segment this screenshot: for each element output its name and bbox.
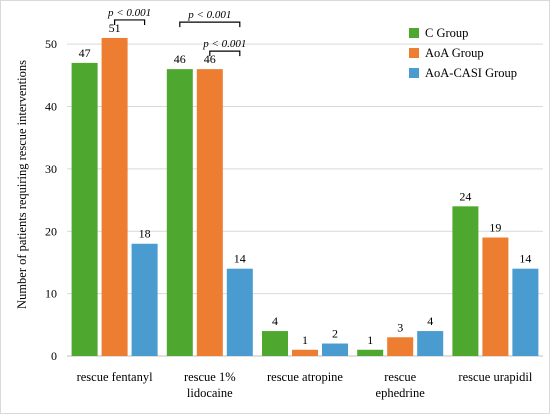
x-tick-label-line: lidocaine	[187, 386, 233, 400]
legend-swatch	[409, 28, 419, 38]
y-tick-label: 20	[45, 224, 57, 238]
significance-label: p < 0.001	[202, 38, 246, 50]
legend-label: AoA Group	[425, 46, 484, 60]
x-tick-label: rescue atropine	[267, 370, 343, 384]
y-tick-label: 0	[51, 349, 57, 363]
legend-label: C Group	[425, 26, 468, 40]
bar	[166, 69, 193, 357]
bar	[482, 237, 509, 356]
data-label: 4	[427, 314, 433, 328]
data-label: 47	[79, 46, 91, 60]
x-tick-label: rescue 1% lidocaine	[184, 370, 236, 400]
data-label: 4	[272, 314, 278, 328]
bar	[357, 349, 384, 356]
bar	[387, 337, 414, 356]
data-label: 18	[139, 227, 151, 241]
x-tick-label-line: rescue	[384, 370, 416, 384]
y-axis-label: Number of patients requiring rescue inte…	[15, 60, 29, 309]
y-tick-label: 40	[45, 100, 57, 114]
data-label: 2	[332, 327, 338, 341]
x-tick-label: rescue fentanyl	[77, 370, 154, 384]
data-label: 3	[397, 320, 403, 334]
bar	[292, 349, 318, 356]
data-label: 46	[174, 52, 186, 66]
y-tick-label: 50	[45, 37, 57, 51]
data-label: 14	[234, 252, 246, 266]
x-tick-label: rescue urapidil	[458, 370, 532, 384]
legend-swatch	[409, 48, 419, 58]
bar	[322, 343, 348, 356]
data-label: 1	[302, 333, 308, 347]
bar	[131, 243, 158, 356]
bar	[512, 268, 539, 356]
data-label: 51	[109, 21, 121, 35]
bar	[226, 268, 253, 356]
significance-bracket	[114, 19, 146, 25]
bar	[71, 62, 98, 357]
x-tick-label-line: rescue 1%	[184, 370, 236, 384]
bar	[262, 331, 288, 356]
data-label: 14	[519, 252, 531, 266]
data-label: 19	[489, 221, 501, 235]
bar	[452, 206, 479, 356]
legend-swatch	[409, 68, 419, 78]
significance-label: p < 0.001	[187, 9, 231, 21]
bar	[417, 331, 444, 356]
data-label: 46	[204, 52, 216, 66]
bar	[101, 37, 128, 356]
significance-bracket	[209, 50, 241, 57]
x-tick-label-line: ephedrine	[376, 386, 426, 400]
data-label: 1	[367, 333, 373, 347]
x-tick-label-line: rescue fentanyl	[77, 370, 154, 384]
y-tick-label: 30	[45, 162, 57, 176]
data-label: 24	[459, 189, 471, 203]
significance-label: p < 0.001	[107, 7, 151, 19]
significance-bracket	[179, 21, 241, 28]
x-tick-label: rescue ephedrine	[376, 370, 426, 400]
x-tick-label-line: rescue urapidil	[458, 370, 532, 384]
x-tick-label-line: rescue atropine	[267, 370, 343, 384]
y-tick-label: 10	[45, 287, 57, 301]
legend-label: AoA-CASI Group	[425, 66, 517, 80]
bar	[196, 69, 223, 357]
